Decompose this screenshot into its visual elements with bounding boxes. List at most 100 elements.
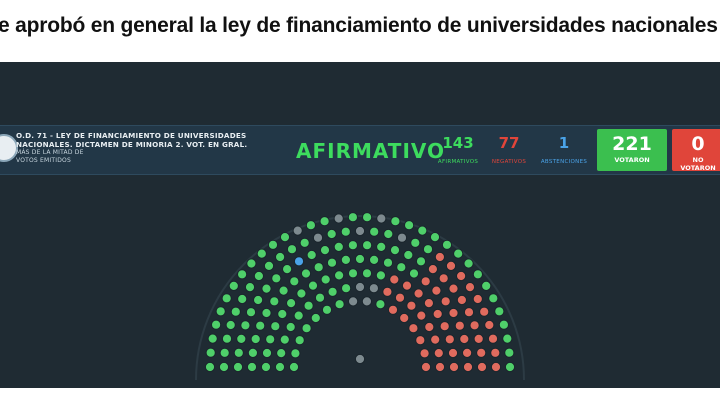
seat-afirmativo <box>375 270 386 281</box>
seat-afirmativo <box>441 239 453 250</box>
seat-afirmativo <box>246 361 258 373</box>
seat-negativo <box>448 361 460 373</box>
seat-negativo <box>432 308 443 320</box>
seat-negativo <box>438 273 449 284</box>
seat-afirmativo <box>341 283 352 294</box>
seat-afirmativo <box>270 321 281 332</box>
seat-afirmativo <box>260 361 272 373</box>
seat-afirmativo <box>472 269 483 280</box>
seat-negativo <box>462 347 473 358</box>
seat-afirmativo <box>361 268 373 279</box>
seat-afirmativo <box>285 321 296 333</box>
seat-afirmativo <box>481 280 492 291</box>
seat-negativo <box>473 333 484 344</box>
seat-negativo <box>416 310 427 321</box>
seat-abstencion <box>293 256 305 267</box>
seat-afirmativo <box>230 306 241 317</box>
seat-afirmativo <box>288 361 300 373</box>
seat-afirmativo <box>253 294 264 306</box>
seat-afirmativo <box>319 245 331 256</box>
seat-ausente <box>368 283 379 294</box>
seat-afirmativo <box>205 347 216 358</box>
afirmativos-value: 143 <box>442 134 474 152</box>
no-votaron-value: 0 <box>691 133 705 155</box>
seat-negativo <box>439 321 450 332</box>
seat-afirmativo <box>228 280 239 291</box>
abstenciones-label: ABSTENCIONES <box>540 159 588 165</box>
seat-afirmativo <box>299 237 310 248</box>
seat-afirmativo <box>294 335 305 346</box>
seat-afirmativo <box>429 232 441 243</box>
seat-afirmativo <box>310 312 321 324</box>
seat-negativo <box>415 335 426 346</box>
seat-afirmativo <box>261 307 272 319</box>
seat-ausente <box>312 232 324 243</box>
abstenciones-count: 1 ABSTENCIONES <box>536 134 592 166</box>
seat-afirmativo <box>256 248 267 259</box>
seat-negativo <box>419 348 430 359</box>
seat-afirmativo <box>453 248 464 259</box>
seat-afirmativo <box>274 361 286 373</box>
seat-afirmativo <box>263 260 275 271</box>
seat-negativo <box>433 348 444 359</box>
seat-afirmativo <box>293 310 304 321</box>
motion-line-1: O.D. 71 - LEY DE FINANCIAMIENTO DE UNIVE… <box>16 131 247 140</box>
seat-afirmativo <box>362 240 373 251</box>
seat-negativo <box>463 307 475 318</box>
seat-negativo <box>490 361 502 373</box>
seat-negativo <box>459 333 470 345</box>
congress-seal-icon <box>0 134 18 162</box>
seat-afirmativo <box>267 239 279 250</box>
seat-negativo <box>448 283 459 294</box>
seat-afirmativo <box>307 280 319 291</box>
seat-afirmativo <box>237 269 248 280</box>
seat-afirmativo <box>396 262 407 273</box>
article-headline: e aprobó en general la ley de financiami… <box>0 14 718 37</box>
seat-afirmativo <box>376 241 387 252</box>
seat-negativo <box>430 334 441 345</box>
seat-afirmativo <box>488 293 499 304</box>
seat-negativo <box>445 260 457 271</box>
seat-afirmativo <box>237 293 248 305</box>
seat-afirmativo <box>383 228 394 240</box>
seat-negativo <box>387 304 399 315</box>
seat-negativo <box>454 320 465 331</box>
seat-afirmativo <box>275 251 286 263</box>
seat-ausente <box>354 281 366 293</box>
seat-afirmativo <box>290 348 301 359</box>
negativos-count: 77 NEGATIVOS <box>486 134 532 166</box>
seat-afirmativo <box>417 225 428 236</box>
seat-afirmativo <box>313 262 324 273</box>
seat-afirmativo <box>504 361 516 373</box>
votaron-label: VOTARON <box>614 156 650 164</box>
seat-negativo <box>427 264 438 275</box>
seat-ausente <box>348 296 359 307</box>
seat-negativo <box>472 293 483 305</box>
seat-afirmativo <box>403 249 414 261</box>
seat-afirmativo <box>362 212 373 223</box>
seat-negativo <box>490 347 501 358</box>
voting-summary-bar: O.D. 71 - LEY DE FINANCIAMIENTO DE UNIVE… <box>0 125 720 175</box>
seat-afirmativo <box>282 264 293 275</box>
seat-afirmativo <box>279 232 291 243</box>
seat-afirmativo <box>240 320 251 331</box>
seat-negativo <box>456 294 467 306</box>
seat-ausente <box>376 213 387 224</box>
seat-negativo <box>389 274 400 285</box>
seat-afirmativo <box>300 268 312 279</box>
seat-negativo <box>476 347 487 358</box>
motion-description: O.D. 71 - LEY DE FINANCIAMIENTO DE UNIVE… <box>16 131 256 165</box>
seat-afirmativo <box>321 304 333 315</box>
page-footer-space <box>0 388 720 405</box>
afirmativos-count: 143 AFIRMATIVOS <box>432 134 484 166</box>
negativos-value: 77 <box>498 134 520 152</box>
seat-afirmativo <box>354 253 366 265</box>
seat-afirmativo <box>494 306 505 317</box>
seat-afirmativo <box>278 285 289 296</box>
seat-afirmativo <box>247 347 258 358</box>
seat-afirmativo <box>253 270 264 282</box>
seat-afirmativo <box>255 320 266 331</box>
seat-afirmativo <box>415 256 427 267</box>
afirmativos-label: AFIRMATIVOS <box>437 159 479 165</box>
seat-afirmativo <box>250 333 261 345</box>
